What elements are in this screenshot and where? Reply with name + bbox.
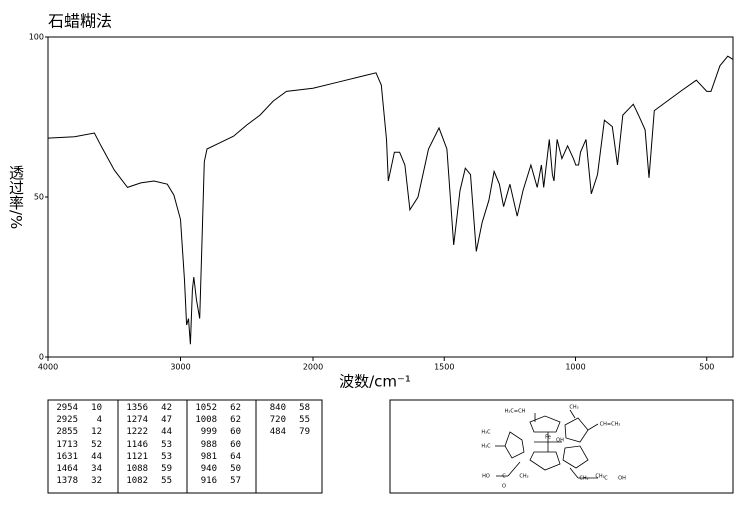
y-axis-label: 透过率/%: [7, 165, 25, 230]
x-tick-label: 2000: [303, 363, 323, 372]
structure-label: OH: [618, 476, 626, 482]
structure-label: H₃C: [481, 430, 491, 436]
y-tick-label: 50: [34, 193, 44, 202]
table-cell: 981: [200, 451, 217, 462]
table-cell: 484: [269, 427, 286, 438]
table-cell: 34: [91, 464, 102, 474]
structure-drawing: [495, 409, 599, 479]
structure-label: H₂C=CH: [505, 409, 526, 415]
structure-label: HO: [482, 474, 490, 480]
table-cell: 60: [230, 439, 241, 450]
table-cell: 79: [299, 427, 310, 438]
structure-label: CH₂: [595, 474, 604, 480]
structure-label: CH₂: [519, 474, 528, 480]
table-cell: 60: [230, 427, 241, 438]
structure-frame: [389, 399, 734, 494]
table-cell: 1378: [56, 476, 78, 487]
table-cell: 1631: [56, 451, 78, 462]
table-cell: 1088: [126, 464, 148, 474]
table-cell: 64: [230, 451, 241, 462]
y-tick-label: 0: [39, 353, 44, 362]
table-cell: 50: [230, 464, 241, 474]
table-cell: 55: [161, 476, 172, 487]
table-cell: 720: [269, 415, 286, 426]
table-cell: 32: [91, 476, 102, 487]
x-tick-label: 500: [699, 363, 714, 372]
table-cell: 2954: [56, 403, 78, 413]
table-cell: 42: [161, 403, 172, 413]
structure-label: C: [604, 476, 608, 482]
table-cell: 1121: [126, 451, 148, 462]
table-cell: 53: [161, 451, 172, 462]
x-tick-label: 4000: [38, 363, 58, 372]
table-cell: 10: [91, 403, 102, 413]
table-cell: 2855: [56, 427, 78, 438]
table-cell: 44: [161, 427, 172, 438]
table-cell: 1008: [195, 415, 217, 426]
table-cell: 988: [200, 439, 217, 450]
chart-title: 石蜡糊法: [48, 12, 112, 31]
structure-label: C: [502, 474, 506, 480]
table-cell: 55: [299, 415, 310, 426]
structure-label: CH=CH₂: [600, 422, 621, 428]
plot-frame: [47, 36, 734, 358]
table-cell: 940: [200, 464, 217, 474]
y-tick-label: 100: [29, 33, 44, 42]
table-cell: 999: [200, 427, 217, 438]
table-cell: 44: [91, 451, 102, 462]
table-cell: 62: [230, 403, 241, 413]
table-cell: 57: [230, 476, 241, 487]
table-cell: 47: [161, 415, 172, 426]
table-cell: 52: [91, 439, 102, 450]
table-cell: 62: [230, 415, 241, 426]
structure-label: H₃C: [481, 444, 491, 450]
x-tick-label: 1500: [434, 363, 454, 372]
table-cell: 1713: [56, 439, 78, 450]
x-tick-label: 1000: [565, 363, 585, 372]
structure-label: Fe: [545, 435, 551, 441]
structure-label: CH₂: [579, 476, 588, 482]
table-cell: 1274: [126, 415, 148, 426]
table-cell: 4: [96, 415, 102, 426]
table-cell: 1356: [126, 403, 148, 413]
x-tick-label: 3000: [170, 363, 190, 372]
table-cell: 53: [161, 439, 172, 450]
table-cell: 1222: [126, 427, 148, 438]
table-frame: [47, 399, 323, 494]
table-cell: 840: [269, 403, 286, 413]
table-cell: 12: [91, 427, 102, 438]
table-cell: 916: [200, 476, 217, 487]
table-cell: 1052: [195, 403, 217, 413]
structure-label: O: [502, 484, 506, 490]
x-axis-label: 波数/cm⁻¹: [339, 373, 411, 391]
table-cell: 1464: [56, 464, 78, 474]
table-cell: 1082: [126, 476, 148, 487]
structure-label: CH₃: [569, 405, 578, 411]
table-cell: 1146: [126, 439, 148, 450]
spectrum-line: [47, 55, 734, 345]
table-cell: 58: [299, 403, 310, 413]
structure-label: OH: [556, 438, 564, 444]
table-cell: 59: [161, 464, 172, 474]
table-cell: 2925: [56, 415, 78, 426]
